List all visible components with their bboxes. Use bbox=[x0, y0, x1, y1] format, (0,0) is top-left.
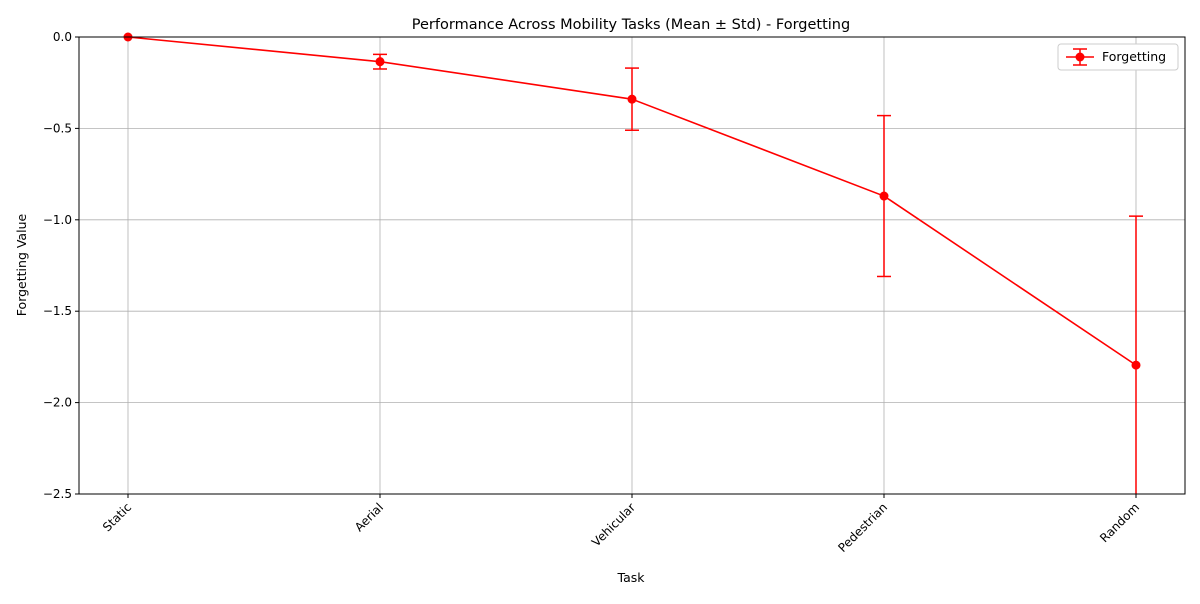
y-axis-label: Forgetting Value bbox=[14, 214, 29, 317]
x-tick-label: Random bbox=[1097, 500, 1142, 545]
x-axis-label: Task bbox=[617, 570, 646, 585]
chart-title: Performance Across Mobility Tasks (Mean … bbox=[412, 17, 850, 33]
y-tick-label: −1.0 bbox=[43, 213, 72, 227]
y-tick-label: 0.0 bbox=[53, 30, 72, 44]
x-tick-label: Aerial bbox=[352, 500, 386, 534]
y-tick-label: −2.5 bbox=[43, 487, 72, 501]
y-tick-label: −0.5 bbox=[43, 121, 72, 135]
legend-marker bbox=[1075, 52, 1085, 62]
data-point bbox=[375, 57, 385, 67]
y-axis: 0.0 −0.5 −1.0 −1.5 −2.0 −2.5 bbox=[43, 30, 79, 501]
legend-box bbox=[1057, 43, 1179, 71]
data-point bbox=[627, 94, 637, 104]
y-tick-label: −2.0 bbox=[43, 396, 72, 410]
x-tick-label: Vehicular bbox=[589, 500, 638, 549]
legend: Forgetting bbox=[1057, 43, 1179, 71]
x-axis: Static Aerial Vehicular Pedestrian Random bbox=[100, 494, 1142, 555]
data-point bbox=[879, 191, 889, 201]
legend-label: Forgetting bbox=[1102, 49, 1166, 64]
y-tick-label: −1.5 bbox=[43, 304, 72, 318]
data-point bbox=[1131, 360, 1141, 370]
x-tick-label: Pedestrian bbox=[835, 500, 890, 555]
x-tick-label: Static bbox=[100, 500, 134, 534]
error-bars bbox=[373, 53, 1143, 494]
